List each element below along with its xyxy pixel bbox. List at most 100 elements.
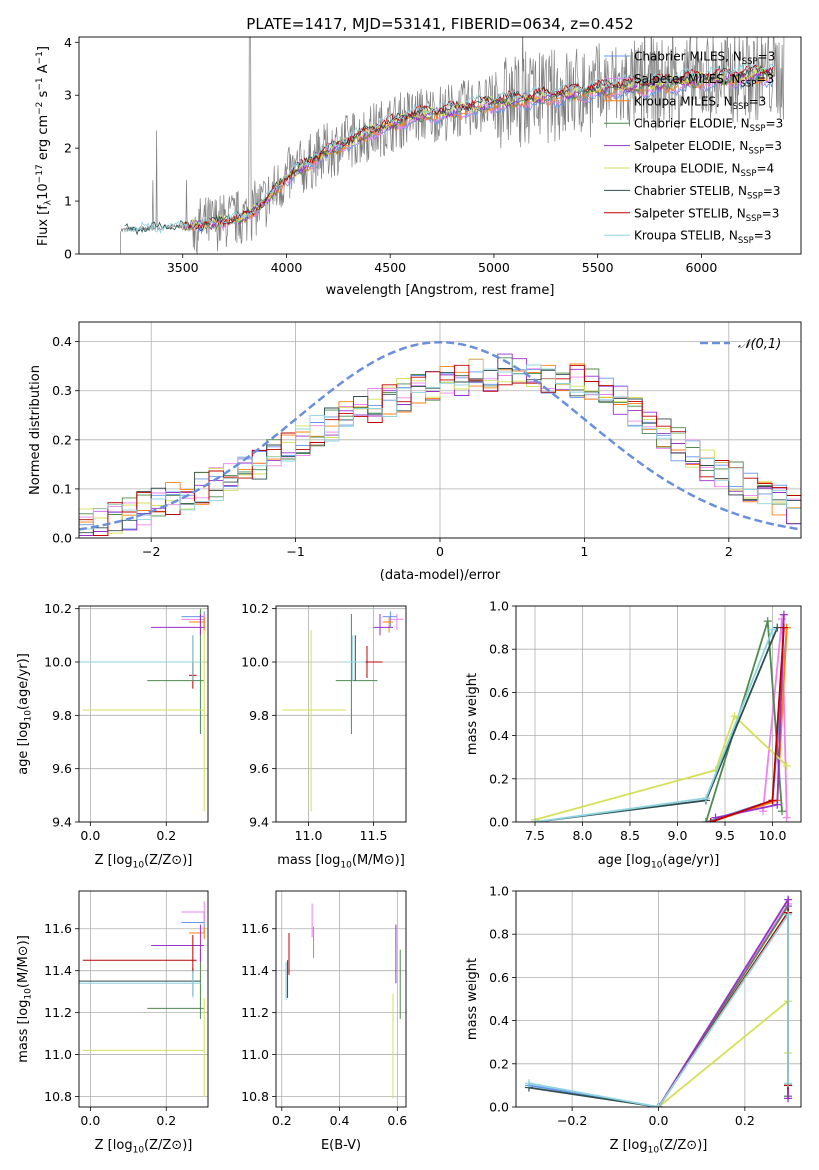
y-tick-label: 11.6 xyxy=(241,921,269,936)
y-tick-label: 1.0 xyxy=(489,599,509,614)
panel-weight-vs-Z: −0.2 0.0 0.2 0.0 0.2 0.4 0.6 0.8 1.0 Z [log10​(Z/… xyxy=(465,884,802,1156)
x-tick-label: 6000 xyxy=(686,260,718,275)
legend-entry: Chabrier ELODIE, NSSP=3 xyxy=(634,117,783,135)
weight-series-line xyxy=(710,627,785,822)
x-axis-label: Z [log10​(Z/Z⊙)] xyxy=(95,853,193,871)
legend-entry: Kroupa STELIB, NSSP=3 xyxy=(634,229,772,247)
y-tick-label: 9.6 xyxy=(249,761,269,776)
data-point xyxy=(151,924,205,963)
y-tick-label: 10.0 xyxy=(44,655,72,670)
plot-area-age-vs-Z xyxy=(79,606,208,822)
model-spectrum-line xyxy=(182,72,775,232)
x-tick-label: 0.2 xyxy=(735,1113,755,1128)
legend-entry-name: Kroupa ELODIE, N xyxy=(634,162,741,176)
x-tick-label: 5000 xyxy=(478,260,510,275)
x-axis-label: E(B-V) xyxy=(321,1138,361,1153)
y-axis-label: age [log10​(age/yr)] xyxy=(16,653,34,775)
weight-marker xyxy=(768,625,777,634)
weight-series-line xyxy=(534,714,788,821)
axes-frame xyxy=(78,321,802,539)
weight-marker xyxy=(784,1094,793,1103)
weight-marker xyxy=(702,818,710,822)
data-point xyxy=(282,630,347,812)
y-tick-label: 0.3 xyxy=(52,383,72,398)
panel-age-vs-Z: 0.0 0.2 9.4 9.6 9.8 10.0 10.2 Z [log10​(Z/Z⊙)] a… xyxy=(16,601,209,871)
weight-marker xyxy=(784,895,793,904)
model-spectrum-line xyxy=(182,74,775,232)
x-tick-label: 3500 xyxy=(167,260,199,275)
x-tick-label: 11.5 xyxy=(360,828,388,843)
data-point xyxy=(189,926,205,940)
weight-marker xyxy=(524,1079,533,1088)
weight-marker xyxy=(782,761,791,770)
legend-entry: Salpeter MILES, NSSP=3 xyxy=(634,72,774,90)
weight-series-line xyxy=(657,999,789,1107)
x-tick-label: 4000 xyxy=(271,260,303,275)
y-tick-label: 11.2 xyxy=(241,1005,269,1020)
weight-marker xyxy=(784,910,793,919)
weight-marker xyxy=(784,1079,793,1088)
weight-marker xyxy=(779,610,788,619)
y-axis-label: Flux [fλ10−17 erg cm−2 s−1 A−1] xyxy=(35,46,54,246)
y-tick-label: 0.2 xyxy=(489,771,509,786)
plot-area-weight-vs-Z xyxy=(516,891,801,1107)
x-axis-label: Z [log10​(Z/Z⊙)] xyxy=(95,1138,193,1156)
y-tick-label: 0.1 xyxy=(52,481,72,496)
x-tick-label: 2 xyxy=(725,544,733,559)
legend-entry-name: Salpeter ELODIE, N xyxy=(634,139,748,153)
y-tick-label: 0.0 xyxy=(489,1100,509,1115)
x-tick-label: 0.6 xyxy=(387,1113,407,1128)
y-tick-label: 4 xyxy=(64,35,72,50)
legend-entry: 𝒩(0,1) xyxy=(738,337,781,352)
weight-marker xyxy=(779,623,788,632)
model-spectrum-line xyxy=(124,65,774,236)
residual-histogram xyxy=(79,364,801,538)
x-tick-label: 0.0 xyxy=(649,1113,669,1128)
axes-frame xyxy=(515,605,802,823)
weight-marker xyxy=(706,818,715,822)
x-tick-label: 8.0 xyxy=(573,828,593,843)
x-axis-label: mass [log10​(M/M⊙)] xyxy=(277,853,405,871)
axes-frame xyxy=(78,36,802,255)
y-tick-label: 0.6 xyxy=(489,970,509,985)
y-tick-label: 9.4 xyxy=(52,815,72,830)
y-tick-label: 11.4 xyxy=(44,963,72,978)
y-tick-label: 11.0 xyxy=(44,1047,72,1062)
legend-entry-name: Chabrier STELIB, N xyxy=(634,184,747,198)
y-tick-label: 0.0 xyxy=(489,815,509,830)
legend-entry: Chabrier STELIB, NSSP=3 xyxy=(634,184,781,202)
x-tick-label: 4500 xyxy=(374,260,406,275)
legend-entry: Salpeter ELODIE, NSSP=3 xyxy=(634,139,782,157)
y-tick-label: 9.6 xyxy=(52,761,72,776)
panel-mass-vs-ebv: 0.2 0.4 0.6 10.8 11.0 11.2 11.4 11.6 E(B-V) xyxy=(241,890,407,1153)
data-point xyxy=(82,997,205,1097)
y-tick-label: 2 xyxy=(64,141,72,156)
data-point xyxy=(390,614,404,630)
x-axis-label: wavelength [Angstrom, rest frame] xyxy=(326,283,555,298)
panel-mass-vs-Z: 0.0 0.2 10.8 11.0 11.2 11.4 11.6 Z [log10​(Z/Z⊙… xyxy=(16,890,209,1156)
y-tick-label: 3 xyxy=(64,88,72,103)
y-axis-label: mass weight xyxy=(465,958,480,1040)
legend-entry-name: Salpeter STELIB, N xyxy=(634,206,746,220)
axes-frame xyxy=(515,890,802,1108)
weight-series-line xyxy=(705,620,783,822)
panel-spectrum: 3500 4000 4500 5000 5500 6000 0 1 2 3 4 Chabrier MI… xyxy=(35,35,802,298)
y-tick-label: 0.4 xyxy=(489,1013,509,1028)
x-tick-label: 0.4 xyxy=(330,1113,350,1128)
model-spectrum-line xyxy=(124,61,774,235)
weight-marker xyxy=(702,794,710,803)
y-tick-label: 0.6 xyxy=(489,685,509,700)
y-axis-label: Normed distribution xyxy=(28,365,43,495)
x-tick-label: −0.2 xyxy=(557,1113,587,1128)
plot-area-mass-vs-ebv xyxy=(276,891,406,1107)
y-tick-label: 1 xyxy=(64,194,72,209)
x-tick-label: 9.5 xyxy=(715,828,735,843)
plot-area-weight-vs-age xyxy=(516,606,801,822)
legend-entry-name: Salpeter MILES, N xyxy=(634,72,741,86)
data-point xyxy=(82,630,205,812)
y-tick-label: 10.2 xyxy=(44,601,72,616)
legend-entry-name: Kroupa MILES, N xyxy=(634,94,733,108)
data-point xyxy=(79,635,201,681)
axes-frame xyxy=(78,890,209,1108)
x-tick-label: 5500 xyxy=(582,260,614,275)
